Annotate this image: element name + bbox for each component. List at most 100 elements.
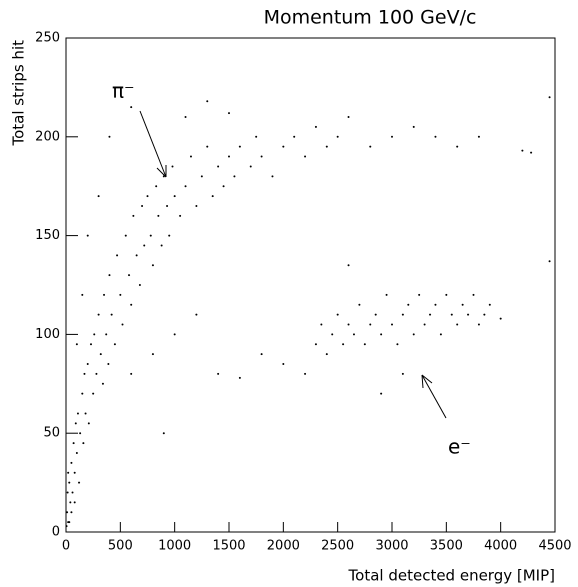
x-axis-label: Total detected energy [MIP] — [348, 567, 555, 585]
point — [72, 442, 75, 445]
plot-frame — [65, 37, 556, 533]
point — [132, 214, 135, 217]
x-tick-label: 2500 — [321, 539, 354, 554]
point — [467, 313, 470, 316]
point — [105, 333, 108, 336]
point — [75, 451, 78, 454]
point — [71, 491, 74, 494]
point — [76, 412, 79, 415]
point — [456, 323, 459, 326]
point — [66, 511, 69, 514]
point — [314, 125, 317, 128]
point — [83, 372, 86, 375]
point — [363, 343, 366, 346]
point — [228, 112, 230, 115]
x-tick-label: 1500 — [212, 539, 245, 554]
point — [260, 353, 263, 356]
point — [124, 234, 127, 237]
point — [162, 175, 165, 178]
point — [396, 343, 399, 346]
point — [369, 145, 372, 148]
point — [116, 254, 119, 257]
point — [135, 254, 138, 257]
point — [130, 303, 133, 306]
point — [347, 264, 350, 267]
point — [162, 432, 165, 435]
point — [255, 135, 258, 138]
point — [73, 471, 76, 474]
point — [293, 135, 296, 138]
point — [461, 303, 464, 306]
point — [271, 175, 274, 178]
point — [548, 96, 551, 99]
arrow — [421, 374, 447, 419]
point — [217, 165, 220, 168]
point — [128, 274, 131, 277]
point — [369, 323, 372, 326]
x-tick-label: 3000 — [375, 539, 408, 554]
point — [391, 135, 393, 138]
annotation: π⁻ — [112, 79, 135, 103]
point — [157, 214, 160, 217]
point — [238, 376, 241, 379]
point — [97, 195, 100, 198]
point — [74, 422, 77, 425]
point — [149, 234, 152, 237]
y-tick-label: 250 — [35, 31, 60, 46]
point — [445, 293, 448, 296]
point — [347, 116, 350, 119]
arrow — [139, 110, 167, 178]
point — [108, 135, 111, 138]
point — [130, 106, 133, 109]
point — [92, 392, 95, 395]
point — [93, 333, 96, 336]
point — [412, 333, 415, 336]
point — [206, 100, 209, 103]
point — [401, 372, 404, 375]
point — [488, 303, 491, 306]
point — [331, 333, 334, 336]
point — [130, 372, 133, 375]
point — [206, 145, 209, 148]
point — [68, 521, 71, 524]
x-tick-label: 0 — [62, 539, 70, 554]
point — [75, 343, 78, 346]
point — [86, 363, 89, 366]
point — [121, 323, 124, 326]
point — [217, 372, 220, 375]
point — [418, 293, 421, 296]
point — [249, 165, 252, 168]
point — [151, 353, 154, 356]
point — [429, 313, 432, 316]
point — [282, 145, 285, 148]
point — [70, 511, 73, 514]
point — [86, 234, 89, 237]
point — [67, 471, 70, 474]
point — [342, 343, 345, 346]
point — [69, 501, 72, 504]
x-tick-label: 2000 — [267, 539, 300, 554]
point — [238, 145, 241, 148]
point — [499, 317, 502, 320]
point — [439, 333, 442, 336]
point — [87, 422, 90, 425]
point — [320, 323, 323, 326]
point — [380, 333, 383, 336]
point — [347, 323, 350, 326]
point — [423, 323, 426, 326]
arrow-head — [421, 374, 433, 389]
point — [374, 313, 377, 316]
point — [78, 481, 81, 484]
point — [82, 442, 85, 445]
point — [95, 372, 98, 375]
point — [233, 175, 236, 178]
point — [391, 323, 393, 326]
point — [73, 501, 76, 504]
point — [325, 353, 328, 356]
point — [81, 293, 84, 296]
point — [81, 392, 84, 395]
point — [179, 214, 182, 217]
point — [450, 313, 453, 316]
